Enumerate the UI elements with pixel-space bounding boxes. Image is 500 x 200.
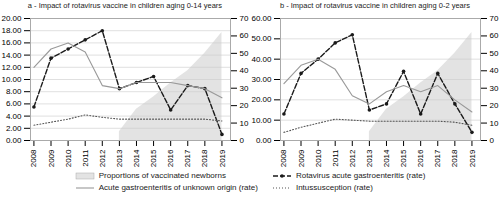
- svg-text:20.00: 20.00: [251, 95, 272, 104]
- svg-text:50.00: 50.00: [251, 34, 272, 43]
- svg-text:2011: 2011: [81, 149, 90, 167]
- svg-text:2008: 2008: [279, 149, 288, 167]
- svg-text:8.00: 8.00: [6, 87, 22, 96]
- svg-text:60: 60: [240, 31, 249, 40]
- svg-text:18.00: 18.00: [1, 26, 22, 35]
- html-text:b - Impact of rotavirus vaccin: b - Impact of rotavirus vaccine in child…: [280, 1, 470, 10]
- svg-text:2016: 2016: [416, 149, 425, 167]
- svg-text:10.00: 10.00: [251, 116, 272, 125]
- svg-text:2012: 2012: [98, 149, 107, 167]
- svg-text:60.00: 60.00: [251, 14, 272, 23]
- svg-text:2013: 2013: [115, 149, 124, 167]
- svg-text:30: 30: [490, 84, 499, 93]
- svg-text:2018: 2018: [200, 149, 209, 167]
- svg-text:60: 60: [490, 31, 499, 40]
- svg-text:40.00: 40.00: [251, 55, 272, 64]
- svg-text:50: 50: [240, 49, 249, 58]
- svg-text:2011: 2011: [331, 149, 340, 167]
- svg-text:2015: 2015: [149, 149, 158, 167]
- svg-text:2014: 2014: [132, 149, 141, 167]
- svg-text:10.00: 10.00: [1, 75, 22, 84]
- svg-text:2008: 2008: [29, 149, 38, 167]
- svg-text:2012: 2012: [348, 149, 357, 167]
- html-text:Acute gastroenteritis of unkno: Acute gastroenteritis of unknown origin …: [98, 183, 258, 192]
- svg-text:2018: 2018: [450, 149, 459, 167]
- svg-text:2.00: 2.00: [6, 124, 22, 133]
- svg-text:4.00: 4.00: [6, 112, 22, 121]
- svg-text:10: 10: [240, 119, 249, 128]
- svg-text:2009: 2009: [297, 149, 306, 167]
- svg-text:0.00: 0.00: [256, 136, 272, 145]
- svg-text:2009: 2009: [47, 149, 56, 167]
- svg-text:70: 70: [240, 14, 249, 23]
- svg-text:20: 20: [490, 101, 499, 110]
- svg-text:6.00: 6.00: [6, 99, 22, 108]
- svg-text:0: 0: [490, 136, 495, 145]
- svg-text:30: 30: [240, 84, 249, 93]
- svg-text:70: 70: [490, 14, 499, 23]
- svg-text:2010: 2010: [314, 149, 323, 167]
- svg-text:12.00: 12.00: [1, 63, 22, 72]
- svg-text:2019: 2019: [218, 149, 227, 167]
- svg-text:20.00: 20.00: [1, 14, 22, 23]
- svg-text:2010: 2010: [64, 149, 73, 167]
- svg-text:40: 40: [240, 66, 249, 75]
- svg-text:16.00: 16.00: [1, 38, 22, 47]
- svg-text:2017: 2017: [433, 149, 442, 167]
- svg-text:10: 10: [490, 119, 499, 128]
- svg-text:50: 50: [490, 49, 499, 58]
- html-text:Intussusception (rate): Intussusception (rate): [295, 183, 373, 192]
- svg-text:30.00: 30.00: [251, 75, 272, 84]
- html-text:a - Impact of rotavirus vaccin: a - Impact of rotavirus vaccine in child…: [27, 1, 223, 10]
- svg-text:2017: 2017: [183, 149, 192, 167]
- html-text:Rotavirus acute gastroenteriti: Rotavirus acute gastroenteritis (rate): [295, 171, 426, 180]
- svg-text:20: 20: [240, 101, 249, 110]
- svg-text:2016: 2016: [166, 149, 175, 167]
- svg-text:2015: 2015: [399, 149, 408, 167]
- svg-text:2013: 2013: [365, 149, 374, 167]
- svg-text:0.00: 0.00: [6, 136, 22, 145]
- svg-text:0: 0: [240, 136, 245, 145]
- svg-text:2019: 2019: [468, 149, 477, 167]
- svg-text:2014: 2014: [382, 149, 391, 167]
- svg-text:40: 40: [490, 66, 499, 75]
- html-text:Proportions of vaccinated newb: Proportions of vaccinated newborns: [98, 171, 226, 180]
- svg-text:14.00: 14.00: [1, 51, 22, 60]
